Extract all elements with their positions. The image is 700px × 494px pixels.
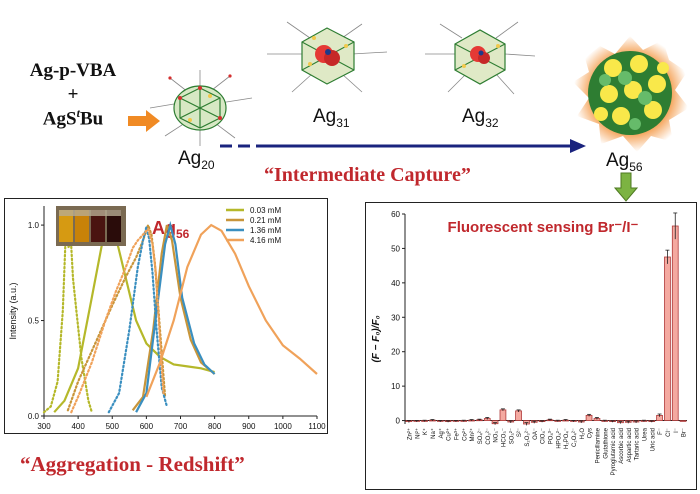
series-excitation-line — [42, 224, 93, 414]
x-tick-label: OA⁻ — [533, 428, 539, 440]
x-tick-label: H₂PO₄⁻ — [564, 428, 570, 449]
series-emission-line — [135, 220, 216, 413]
x-tick-label: HCO₃⁻ — [501, 428, 507, 447]
x-tick-label: I⁻ — [674, 428, 680, 433]
x-tick-label: Ag⁺ — [438, 428, 445, 439]
vial-photo-inset — [56, 206, 126, 246]
x-tick-label: C₂O₄²⁻ — [572, 428, 578, 447]
y-axis-label: Intensity (a.u.) — [8, 282, 18, 339]
reagent-ag-p-vba: Ag-p-VBA — [29, 60, 117, 81]
x-tick-label: 600 — [140, 422, 154, 431]
y-tick-label: 0 — [396, 417, 401, 426]
bar — [664, 256, 671, 421]
x-tick-label: Ascorbic acid — [619, 428, 625, 464]
ag31-cluster-structure — [267, 21, 388, 93]
orange-arrow — [128, 110, 160, 132]
ag56-label: Ag56 — [606, 150, 643, 174]
x-tick-label: Cu²⁺ — [446, 428, 453, 441]
ag20-label: Ag20 — [178, 148, 215, 172]
bar — [499, 409, 507, 421]
legend-label: 1.36 mM — [250, 226, 281, 235]
bar — [671, 225, 679, 421]
reagent-agstbu: AgStBu — [42, 106, 104, 130]
reagent-plus: + — [67, 84, 79, 105]
x-tick-label: 1100 — [308, 422, 326, 431]
y-tick-label: 1.0 — [28, 221, 40, 230]
y-tick-label: 10 — [391, 382, 400, 391]
ag20-cluster-structure — [149, 70, 253, 146]
x-tick-label: Br⁻ — [682, 428, 688, 437]
y-tick-label: 40 — [391, 279, 400, 288]
x-tick-label: Tartaric acid — [635, 428, 641, 460]
x-tick-label: NO₃⁻ — [494, 428, 500, 443]
x-tick-label: Uric acid — [650, 428, 656, 451]
x-tick-label: S₂O₃²⁻ — [525, 428, 531, 447]
x-tick-label: SO₄²⁻ — [478, 428, 484, 444]
x-tick-label: Cl⁻ — [666, 428, 672, 437]
ag32-cluster-structure — [425, 21, 536, 95]
x-tick-label: 900 — [242, 422, 256, 431]
bar — [679, 420, 687, 422]
series-emission-line — [131, 224, 216, 411]
series-excitation-line — [70, 226, 165, 414]
chart-title-sub: 56 — [176, 227, 190, 241]
series-emission-line — [145, 223, 318, 398]
sensing-chart-panel — [365, 202, 697, 490]
fluorescent-sensing-chart: 0 10 20 30 40 50 60 (F − F₀)/F₀ Fluorescent sens… — [371, 210, 688, 475]
aggregation-redshift-title: “Aggregation - Redshift” — [20, 452, 245, 476]
x-tick-label: Cys — [588, 428, 594, 438]
x-tick-label: Penicillamine — [595, 427, 601, 463]
series-excitation-line — [107, 226, 168, 414]
y-tick-label: 20 — [391, 348, 400, 357]
x-tick-label: Pyroglutamic acid — [611, 428, 617, 475]
x-tick-label: H₂O — [580, 428, 586, 440]
x-tick-label: 500 — [106, 422, 120, 431]
x-tick-label: Zn²⁺ — [406, 428, 413, 440]
ag56-cluster-structure — [573, 36, 689, 152]
emission-spectra-chart: 300 400 500 600 700 800 900 1000 1100 0.0 0.5 1.0 Wa… — [8, 206, 326, 434]
x-tick-label: Na⁺ — [430, 428, 437, 439]
green-down-arrow — [614, 172, 638, 202]
ag32-label: Ag32 — [462, 106, 499, 130]
x-tick-label: ClO₄⁻ — [541, 428, 547, 444]
x-tick-label: 1000 — [274, 422, 292, 431]
x-tick-label: Aspartic acid — [627, 428, 633, 462]
x-tick-label: PO₄³⁻ — [548, 428, 554, 444]
x-tick-label: Fe³⁺ — [453, 428, 460, 440]
x-tick-label: HPO₄²⁻ — [556, 428, 562, 449]
x-tick-label: 800 — [208, 422, 222, 431]
x-tick-label: Co²⁺ — [461, 428, 468, 441]
legend-label: 0.21 mM — [250, 216, 281, 225]
x-tick-label: CO₃²⁻ — [486, 428, 492, 445]
legend-label: 4.16 mM — [250, 236, 281, 245]
intermediate-capture-title: “Intermediate Capture” — [264, 164, 471, 186]
x-tick-label: F⁻ — [658, 428, 664, 435]
y-tick-label: 50 — [391, 244, 400, 253]
x-tick-label: Urea — [642, 427, 648, 441]
x-tick-label: 700 — [174, 422, 188, 431]
x-tick-label: 300 — [37, 422, 51, 431]
x-tick-label: Mn²⁺ — [469, 428, 476, 442]
y-tick-label: 0.5 — [28, 317, 40, 326]
x-axis-label: Wavelength (nm) — [146, 433, 214, 434]
y-tick-label: 0.0 — [28, 412, 40, 421]
x-tick-label: K⁺ — [422, 428, 429, 435]
chart-title: Fluorescent sensing Br⁻/I⁻ — [448, 219, 639, 236]
x-tick-label: Ni²⁺ — [414, 428, 421, 439]
x-tick-label: Glutathione — [603, 427, 609, 458]
x-tick-label: SO₃²⁻ — [509, 428, 515, 444]
ag31-label: Ag31 — [313, 106, 350, 130]
x-tick-label: 400 — [71, 422, 85, 431]
y-tick-label: 60 — [391, 210, 400, 219]
bar — [515, 410, 522, 421]
intermediate-arrow — [220, 139, 586, 153]
y-tick-label: 30 — [391, 313, 400, 322]
x-tick-label: S²⁻ — [517, 428, 523, 437]
legend-label: 0.03 mM — [250, 206, 281, 215]
y-axis-label: (F − F₀)/F₀ — [371, 315, 382, 362]
